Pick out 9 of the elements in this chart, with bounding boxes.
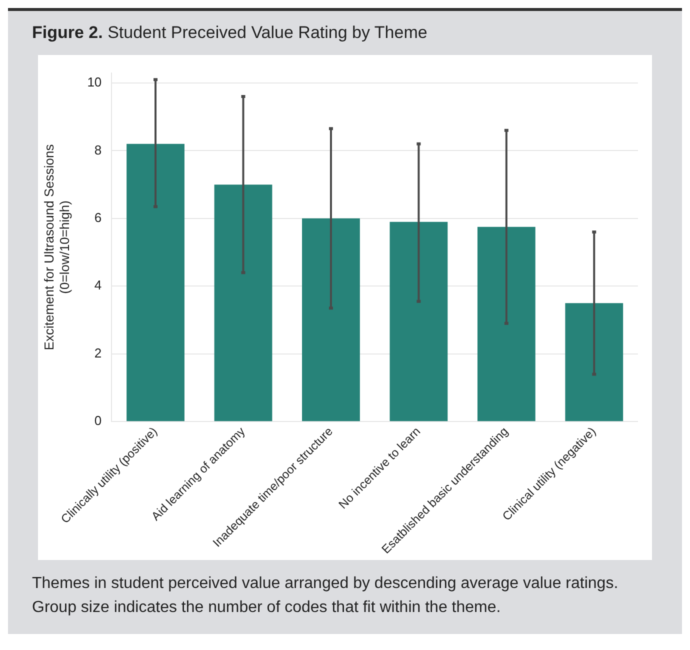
y-tick-label: 10: [87, 74, 102, 90]
y-tick-label: 0: [94, 413, 102, 428]
text: Themes in student perceived value arranged by descending average value ratings. Group size indicates the number of codes that fit within the theme.: [31, 574, 620, 618]
y-tick-label: 6: [94, 210, 102, 226]
y-tick-label: 8: [94, 142, 102, 158]
y-tick-label: 4: [94, 278, 102, 293]
y-tick-label: 2: [94, 345, 102, 360]
y-axis-title: Excitement for Ultrasound Sessions (0=low/10=high): [41, 144, 72, 350]
chart-title: Figure 2. Student Preceived Value Rating by Theme: [31, 23, 428, 44]
